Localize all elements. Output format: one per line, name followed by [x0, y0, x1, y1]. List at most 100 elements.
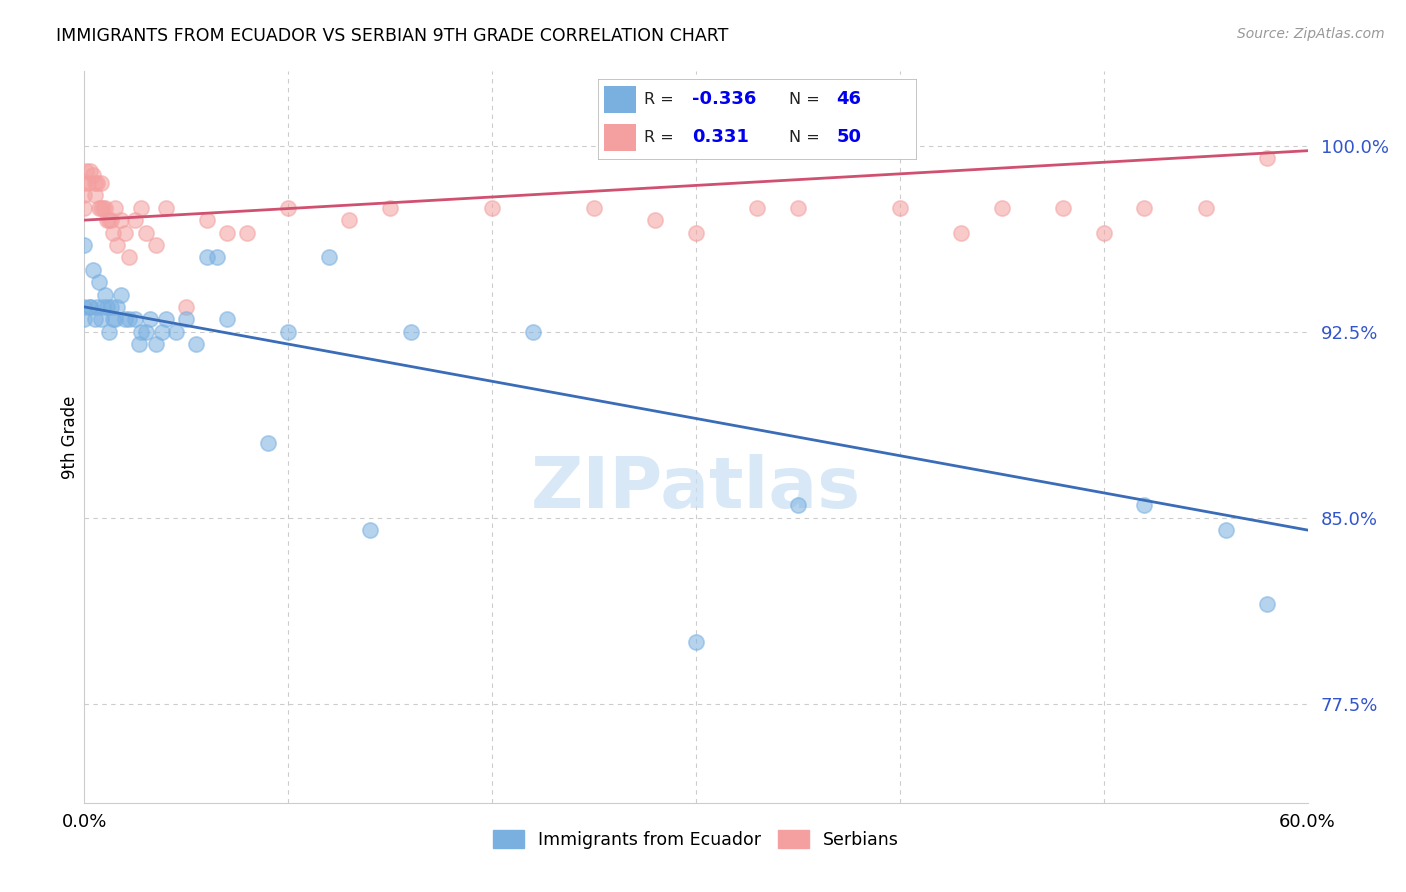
Point: [105, 300, 128, 314]
Point: [217, 312, 239, 326]
Point: [174, 300, 197, 314]
Point: [73, 312, 96, 326]
Point: [96, 213, 118, 227]
Point: [522, 325, 544, 339]
Point: [236, 226, 259, 240]
Point: [118, 250, 141, 264]
Point: [79, 163, 101, 178]
Point: [82, 262, 104, 277]
Point: [991, 201, 1014, 215]
Point: [110, 213, 132, 227]
Point: [318, 250, 340, 264]
Point: [79, 300, 101, 314]
Point: [583, 201, 606, 215]
Text: ZIPatlas: ZIPatlas: [531, 454, 860, 523]
Point: [277, 325, 299, 339]
Point: [145, 337, 167, 351]
Point: [83, 188, 105, 202]
Point: [165, 325, 187, 339]
Point: [93, 287, 115, 301]
Point: [1052, 201, 1074, 215]
Point: [79, 300, 101, 314]
Point: [277, 201, 299, 215]
Point: [87, 201, 110, 215]
Point: [685, 634, 707, 648]
Point: [110, 287, 132, 301]
Point: [97, 325, 120, 339]
Point: [91, 201, 114, 215]
Point: [93, 201, 115, 215]
Point: [644, 213, 666, 227]
Text: IMMIGRANTS FROM ECUADOR VS SERBIAN 9TH GRADE CORRELATION CHART: IMMIGRANTS FROM ECUADOR VS SERBIAN 9TH G…: [56, 27, 728, 45]
Point: [101, 226, 124, 240]
Point: [90, 201, 112, 215]
Point: [118, 312, 141, 326]
Legend: Immigrants from Ecuador, Serbians: Immigrants from Ecuador, Serbians: [492, 830, 900, 849]
Point: [114, 226, 136, 240]
Point: [86, 300, 108, 314]
Point: [195, 213, 218, 227]
Point: [128, 337, 150, 351]
Point: [1256, 598, 1278, 612]
Point: [83, 312, 105, 326]
Point: [135, 226, 157, 240]
Point: [100, 300, 122, 314]
Point: [124, 213, 146, 227]
Point: [747, 201, 769, 215]
Text: Source: ZipAtlas.com: Source: ZipAtlas.com: [1237, 27, 1385, 41]
Point: [73, 188, 96, 202]
Point: [91, 300, 114, 314]
Point: [380, 201, 402, 215]
Point: [97, 213, 120, 227]
Point: [138, 312, 160, 326]
Point: [114, 312, 136, 326]
Point: [101, 312, 124, 326]
Point: [90, 312, 112, 326]
Point: [1215, 523, 1237, 537]
Point: [186, 337, 208, 351]
Point: [83, 176, 105, 190]
Point: [1133, 201, 1156, 215]
Point: [75, 163, 97, 178]
Point: [1092, 226, 1115, 240]
Point: [155, 312, 177, 326]
Point: [205, 250, 228, 264]
Point: [399, 325, 422, 339]
Point: [73, 238, 96, 252]
Point: [73, 300, 96, 314]
Point: [685, 226, 707, 240]
Point: [104, 312, 127, 326]
Point: [150, 325, 173, 339]
Point: [481, 201, 503, 215]
Point: [73, 176, 96, 190]
Point: [135, 325, 157, 339]
Point: [1133, 498, 1156, 512]
Point: [257, 436, 280, 450]
Point: [787, 201, 810, 215]
Point: [131, 325, 153, 339]
Point: [195, 250, 218, 264]
Point: [145, 238, 167, 252]
Point: [82, 169, 104, 183]
Point: [90, 176, 112, 190]
Point: [889, 201, 911, 215]
Point: [217, 226, 239, 240]
Point: [787, 498, 810, 512]
Point: [155, 201, 177, 215]
Point: [104, 201, 127, 215]
Point: [105, 238, 128, 252]
Point: [950, 226, 973, 240]
Point: [73, 201, 96, 215]
Point: [96, 300, 118, 314]
Point: [359, 523, 381, 537]
Point: [100, 213, 122, 227]
Y-axis label: 9th Grade: 9th Grade: [62, 395, 80, 479]
Point: [124, 312, 146, 326]
Point: [339, 213, 361, 227]
Point: [174, 312, 197, 326]
Point: [131, 201, 153, 215]
Point: [77, 176, 100, 190]
Point: [1195, 201, 1218, 215]
Point: [86, 176, 108, 190]
Point: [1256, 151, 1278, 165]
